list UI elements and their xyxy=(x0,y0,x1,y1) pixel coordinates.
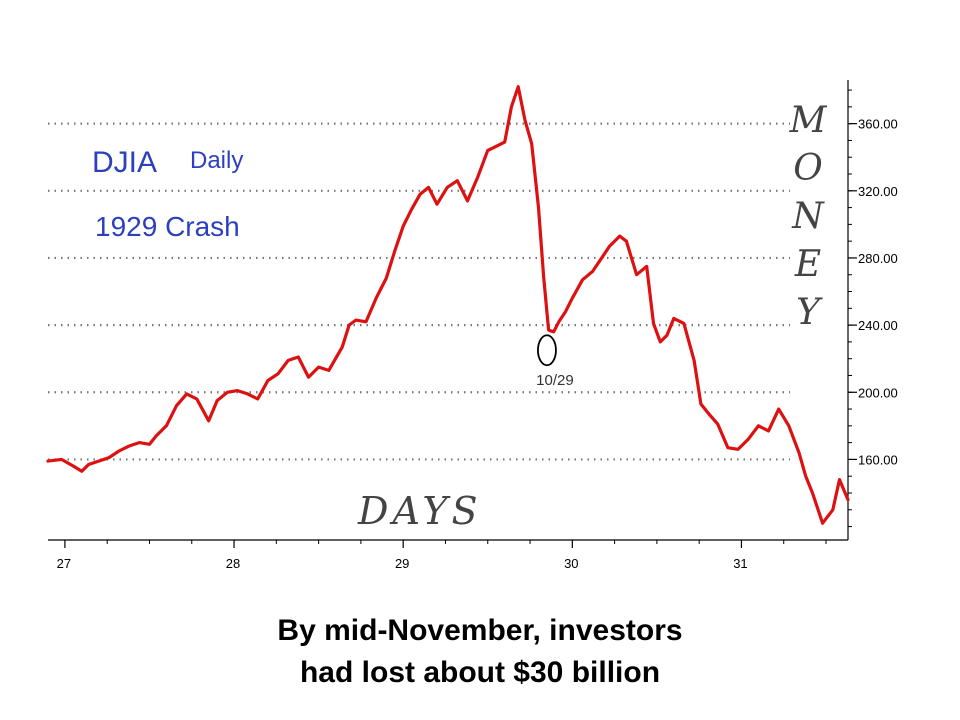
y-tick-label: 360.00 xyxy=(858,117,898,132)
annotation-label: 10/29 xyxy=(536,372,574,389)
x-tick-label: 28 xyxy=(226,556,240,571)
y-axis-label-letter: Y xyxy=(796,292,823,333)
y-tick-label: 200.00 xyxy=(858,385,898,400)
chart-subtitle: Daily xyxy=(190,147,243,174)
y-tick-label: 280.00 xyxy=(858,251,898,266)
y-tick-label: 160.00 xyxy=(858,452,898,467)
annotation-circle xyxy=(537,334,557,367)
x-tick-label: 29 xyxy=(395,556,409,571)
y-tick-label: 240.00 xyxy=(858,318,898,333)
x-axis-label: DAYS xyxy=(357,489,482,533)
caption-line-1: By mid-November, investors xyxy=(277,614,683,647)
x-tick-label: 30 xyxy=(564,556,578,571)
y-tick-label: 320.00 xyxy=(858,184,898,199)
chart-annotation-title: 1929 Crash xyxy=(95,211,240,242)
gridlines xyxy=(48,122,790,461)
djia-line xyxy=(46,85,850,525)
y-axis-label-letter: M xyxy=(789,100,828,141)
data-series xyxy=(46,85,850,525)
y-axis-label-letter: E xyxy=(794,244,821,285)
annotations: 10/29 xyxy=(536,334,574,389)
caption-line-2: had lost about $30 billion xyxy=(299,656,661,689)
chart-labels: DJIA Daily 1929 Crash DAYS xyxy=(92,146,482,533)
chart-title: DJIA xyxy=(92,146,157,179)
y-axis-label-letter: O xyxy=(793,148,823,189)
x-tick-label: 31 xyxy=(733,556,747,571)
x-tick-label: 27 xyxy=(57,556,71,571)
djia-1929-chart: 160.00 200.00 240.00 280.00 320.00 360.00 27 28… xyxy=(46,80,898,571)
axes: 160.00 200.00 240.00 280.00 320.00 360.00 27 28… xyxy=(48,80,898,571)
y-axis-label-letter: N xyxy=(791,196,825,237)
